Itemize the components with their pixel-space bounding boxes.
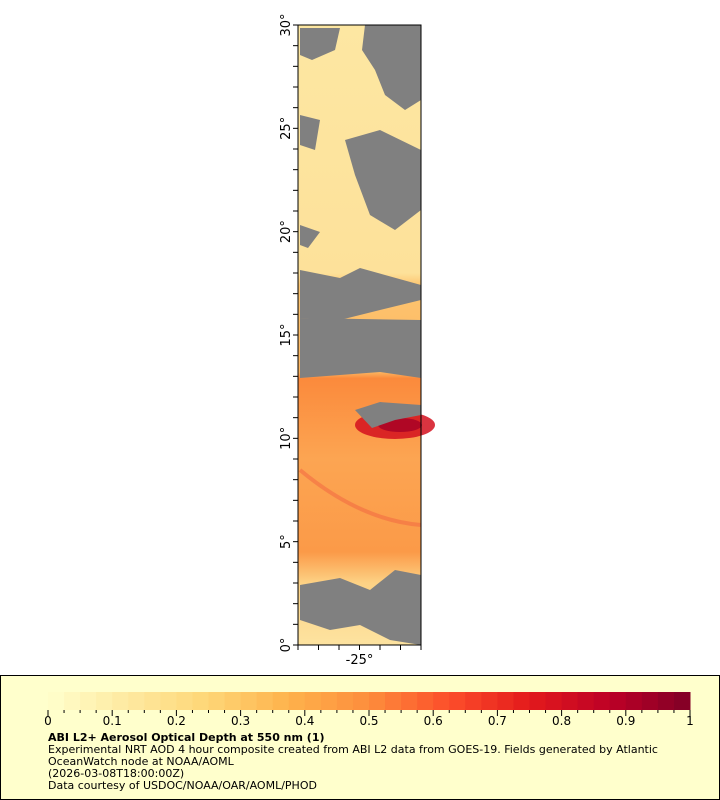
longitude-axis: -25° xyxy=(297,645,422,668)
colorbar-segment xyxy=(545,692,563,710)
colorbar-segment xyxy=(112,692,129,710)
colorbar-tick-label: 0.4 xyxy=(295,714,314,726)
colorbar-segment xyxy=(224,692,242,710)
colorbar-segment xyxy=(577,692,595,710)
legend-title: ABI L2+ Aerosol Optical Depth at 550 nm … xyxy=(48,731,325,744)
legend-time: (2026-03-08T18:00:00Z) xyxy=(48,767,185,780)
lat-tick-label: 30° xyxy=(279,13,294,36)
lat-tick-label: 10° xyxy=(279,427,294,450)
colorbar-segment xyxy=(593,692,611,710)
colorbar-segment xyxy=(449,692,466,710)
colorbar-segment xyxy=(320,692,338,710)
colorbar-segment xyxy=(481,692,498,710)
colorbar-segment xyxy=(641,692,659,710)
lon-tick-label: -25° xyxy=(346,653,374,668)
lat-tick-label: 25° xyxy=(279,117,294,140)
colorbar-segment xyxy=(96,692,113,710)
colorbar-segment xyxy=(128,692,145,710)
colorbar-segment xyxy=(513,692,530,710)
colorbar-tick-label: 0 xyxy=(44,714,52,726)
colorbar-segment xyxy=(208,692,226,710)
colorbar-tick-label: 0.9 xyxy=(616,714,635,726)
colorbar-tick-label: 0.2 xyxy=(167,714,186,726)
colorbar-segment xyxy=(433,692,450,710)
colorbar-segment xyxy=(240,692,258,710)
lat-tick-label: 0° xyxy=(279,638,294,653)
colorbar: 0 0.1 0.2 0.3 0.4 0.5 0.6 0.7 0.8 0.9 1 xyxy=(44,692,694,726)
colorbar-tick-label: 0.3 xyxy=(231,714,250,726)
colorbar-segment xyxy=(417,692,434,710)
colorbar-segment xyxy=(176,692,193,710)
colorbar-segment xyxy=(497,692,514,710)
colorbar-segment xyxy=(48,692,65,710)
colorbar-tick-label: 0.8 xyxy=(552,714,571,726)
legend-description: Experimental NRT AOD 4 hour composite cr… xyxy=(48,743,658,756)
legend-description-cont: OceanWatch node at NOAA/AOML xyxy=(48,755,234,768)
colorbar-segment xyxy=(609,692,627,710)
colorbar-segment xyxy=(144,692,161,710)
colorbar-segment xyxy=(465,692,482,710)
colorbar-segment xyxy=(64,692,81,710)
colorbar-tick-label: 0.7 xyxy=(488,714,507,726)
lat-tick-label: 5° xyxy=(279,534,294,549)
colorbar-segment xyxy=(160,692,177,710)
legend-credit: Data courtesy of USDOC/NOAA/OAR/AOML/PHO… xyxy=(48,779,317,792)
colorbar-segment xyxy=(336,692,354,710)
colorbar-segment xyxy=(529,692,547,710)
legend-panel: 0 0.1 0.2 0.3 0.4 0.5 0.6 0.7 0.8 0.9 1 ABI L2+ Ae… xyxy=(0,675,720,800)
colorbar-tick-label: 1 xyxy=(686,714,694,726)
colorbar-segment xyxy=(304,692,322,710)
colorbar-segment xyxy=(561,692,579,710)
colorbar-tick-label: 0.1 xyxy=(103,714,122,726)
colorbar-segment xyxy=(80,692,97,710)
colorbar-tick-label: 0.6 xyxy=(424,714,443,726)
colorbar-segment xyxy=(352,692,370,710)
colorbar-segment xyxy=(625,692,643,710)
colorbar-segment xyxy=(385,692,402,710)
colorbar-segment xyxy=(673,692,691,710)
colorbar-segment xyxy=(192,692,209,710)
missing-data-clouds xyxy=(300,25,421,645)
colorbar-segment xyxy=(657,692,675,710)
colorbar-segment xyxy=(288,692,306,710)
colorbar-segment xyxy=(369,692,386,710)
colorbar-segment xyxy=(272,692,290,710)
colorbar-segment xyxy=(401,692,418,710)
latitude-axis: 0° 5° 10° 15° 20° 25° 30° xyxy=(279,13,298,652)
lat-tick-label: 15° xyxy=(279,323,294,346)
lat-tick-label: 20° xyxy=(279,220,294,243)
map-plot: 0° 5° 10° 15° 20° 25° 30° -25° xyxy=(279,13,435,668)
colorbar-tick-label: 0.5 xyxy=(359,714,378,726)
colorbar-segment xyxy=(256,692,274,710)
